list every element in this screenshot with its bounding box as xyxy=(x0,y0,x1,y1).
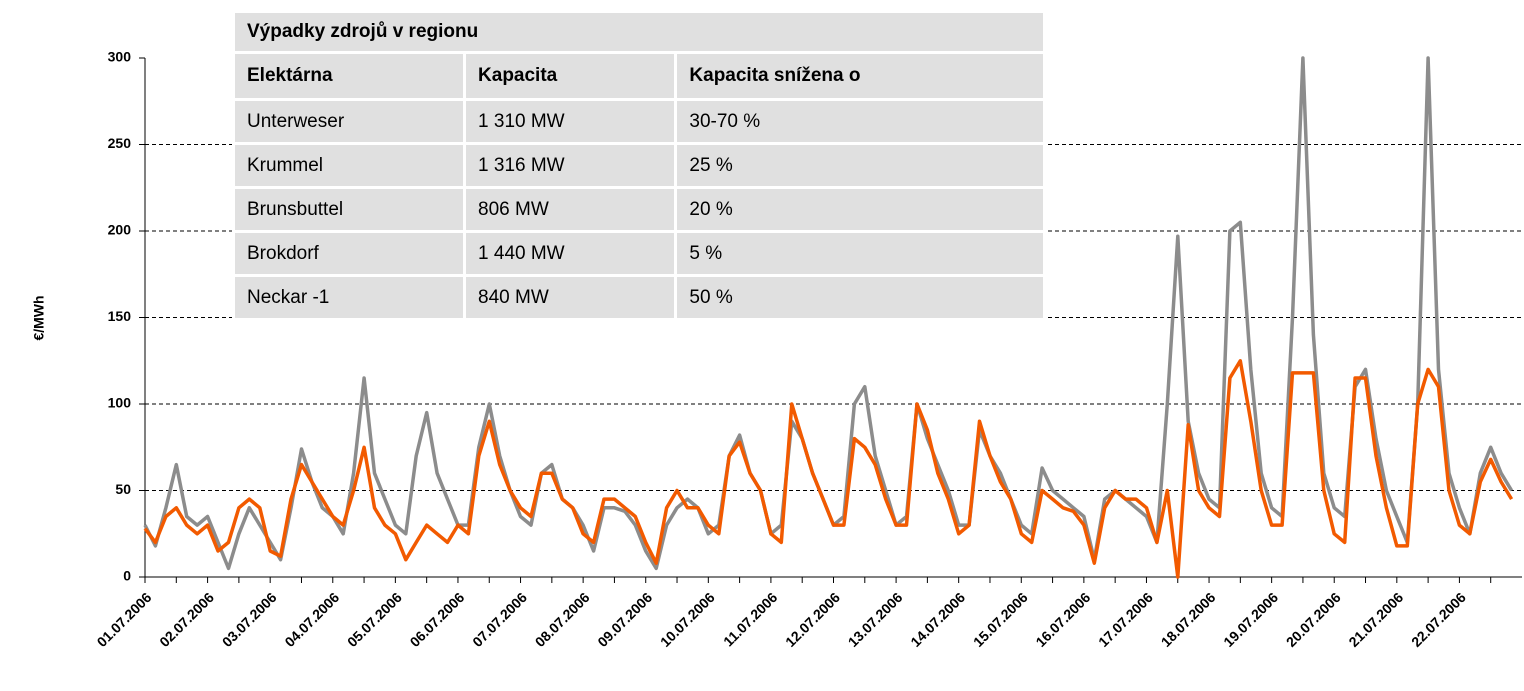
x-tick-label: 09.07.2006 xyxy=(594,589,655,650)
x-tick-label: 07.07.2006 xyxy=(469,589,530,650)
table-row: Brokdorf 1 440 MW 5 % xyxy=(231,230,1046,277)
x-tick-label: 16.07.2006 xyxy=(1032,589,1093,650)
y-tick-label: 100 xyxy=(108,395,132,411)
table-cell: 1 316 MW xyxy=(463,142,678,189)
x-tick-label: 20.07.2006 xyxy=(1283,589,1344,650)
table-cell: 1 310 MW xyxy=(463,98,678,145)
x-tick-label: 14.07.2006 xyxy=(907,589,968,650)
x-tick-label: 21.07.2006 xyxy=(1345,589,1406,650)
table-cell: Unterweser xyxy=(231,98,467,145)
x-tick-label: 08.07.2006 xyxy=(532,589,593,650)
x-tick-label: 03.07.2006 xyxy=(219,589,280,650)
table-row: Brunsbuttel 806 MW 20 % xyxy=(231,186,1046,233)
table-row: Krummel 1 316 MW 25 % xyxy=(231,142,1046,189)
table-cell: 840 MW xyxy=(463,274,678,321)
x-tick-label: 22.07.2006 xyxy=(1408,589,1469,650)
y-tick-label: 200 xyxy=(108,222,132,238)
x-tick-label: 18.07.2006 xyxy=(1158,589,1219,650)
table-cell: 25 % xyxy=(674,142,1046,189)
x-tick-label: 12.07.2006 xyxy=(782,589,843,650)
x-tick-label: 02.07.2006 xyxy=(156,589,217,650)
table-cell: Brokdorf xyxy=(231,230,467,277)
table-cell: Krummel xyxy=(231,142,467,189)
outage-table: Výpadky zdrojů v regionu Elektárna Kapaci… xyxy=(231,10,1046,321)
y-tick-label: 150 xyxy=(108,308,132,324)
x-tick-label: 13.07.2006 xyxy=(845,589,906,650)
x-tick-label: 11.07.2006 xyxy=(720,589,780,649)
table-title: Výpadky zdrojů v regionu xyxy=(232,10,1046,54)
y-tick-label: 300 xyxy=(108,49,132,65)
x-tick-label: 15.07.2006 xyxy=(970,589,1031,650)
table-row: Unterweser 1 310 MW 30-70 % xyxy=(231,98,1046,145)
y-tick-label: 250 xyxy=(108,135,132,151)
header-cell: Kapacita xyxy=(463,51,678,101)
x-tick-label: 01.07.2006 xyxy=(94,589,155,650)
y-tick-label: 50 xyxy=(115,481,131,497)
table-cell: 20 % xyxy=(674,186,1046,233)
header-cell: Elektárna xyxy=(231,51,467,101)
x-tick-label: 17.07.2006 xyxy=(1095,589,1156,650)
table-cell: 1 440 MW xyxy=(463,230,678,277)
x-tick-label: 05.07.2006 xyxy=(344,589,405,650)
table-cell: 30-70 % xyxy=(674,98,1046,145)
header-cell: Kapacita snížena o xyxy=(674,51,1046,101)
y-axis-label: €/MWh xyxy=(31,295,47,340)
table-cell: Neckar -1 xyxy=(231,274,467,321)
x-tick-label: 06.07.2006 xyxy=(407,589,468,650)
table-cell: 5 % xyxy=(674,230,1046,277)
table-cell: 50 % xyxy=(674,274,1046,321)
series-line xyxy=(143,359,1514,579)
table-row: Neckar -1 840 MW 50 % xyxy=(231,274,1046,321)
y-tick-label: 0 xyxy=(123,568,131,584)
x-tick-label: 10.07.2006 xyxy=(657,589,718,650)
table-cell: 806 MW xyxy=(463,186,678,233)
x-tick-label: 19.07.2006 xyxy=(1220,589,1281,650)
table-header: Elektárna Kapacita Kapacita snížena o xyxy=(231,51,1046,101)
table-cell: Brunsbuttel xyxy=(231,186,467,233)
x-tick-label: 04.07.2006 xyxy=(281,589,342,650)
